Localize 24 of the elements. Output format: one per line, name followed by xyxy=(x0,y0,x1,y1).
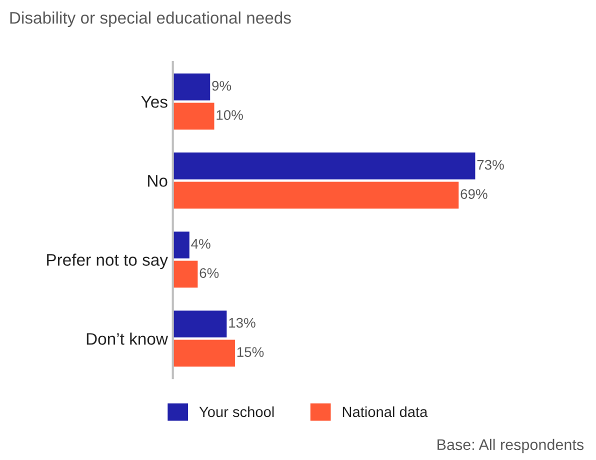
data-label: 4% xyxy=(191,238,210,249)
data-label: 13% xyxy=(229,318,256,328)
chart-title: Disability or special educational needs xyxy=(10,12,291,28)
y-tick-label: Don’t know xyxy=(86,332,168,345)
data-label: 9% xyxy=(212,80,232,91)
text: Base: All respondents xyxy=(438,438,584,454)
y-tick-label: Prefer not to say xyxy=(47,254,168,270)
bar xyxy=(172,102,214,130)
bar xyxy=(172,260,198,288)
data-label: 6% xyxy=(200,268,219,278)
bar xyxy=(172,182,459,209)
bar xyxy=(172,310,227,338)
legend-label: Your school xyxy=(199,406,274,418)
bar xyxy=(172,152,476,180)
bar xyxy=(172,74,210,100)
data-label: 73% xyxy=(477,160,504,170)
bar xyxy=(172,232,190,258)
legend-label: National data xyxy=(342,406,428,418)
y-tick-label: Yes xyxy=(141,96,168,108)
data-label: 69% xyxy=(460,189,488,199)
bar xyxy=(172,340,235,367)
y-tick-label: No xyxy=(148,175,168,187)
data-label: 10% xyxy=(216,110,243,120)
data-label: 15% xyxy=(237,347,264,357)
